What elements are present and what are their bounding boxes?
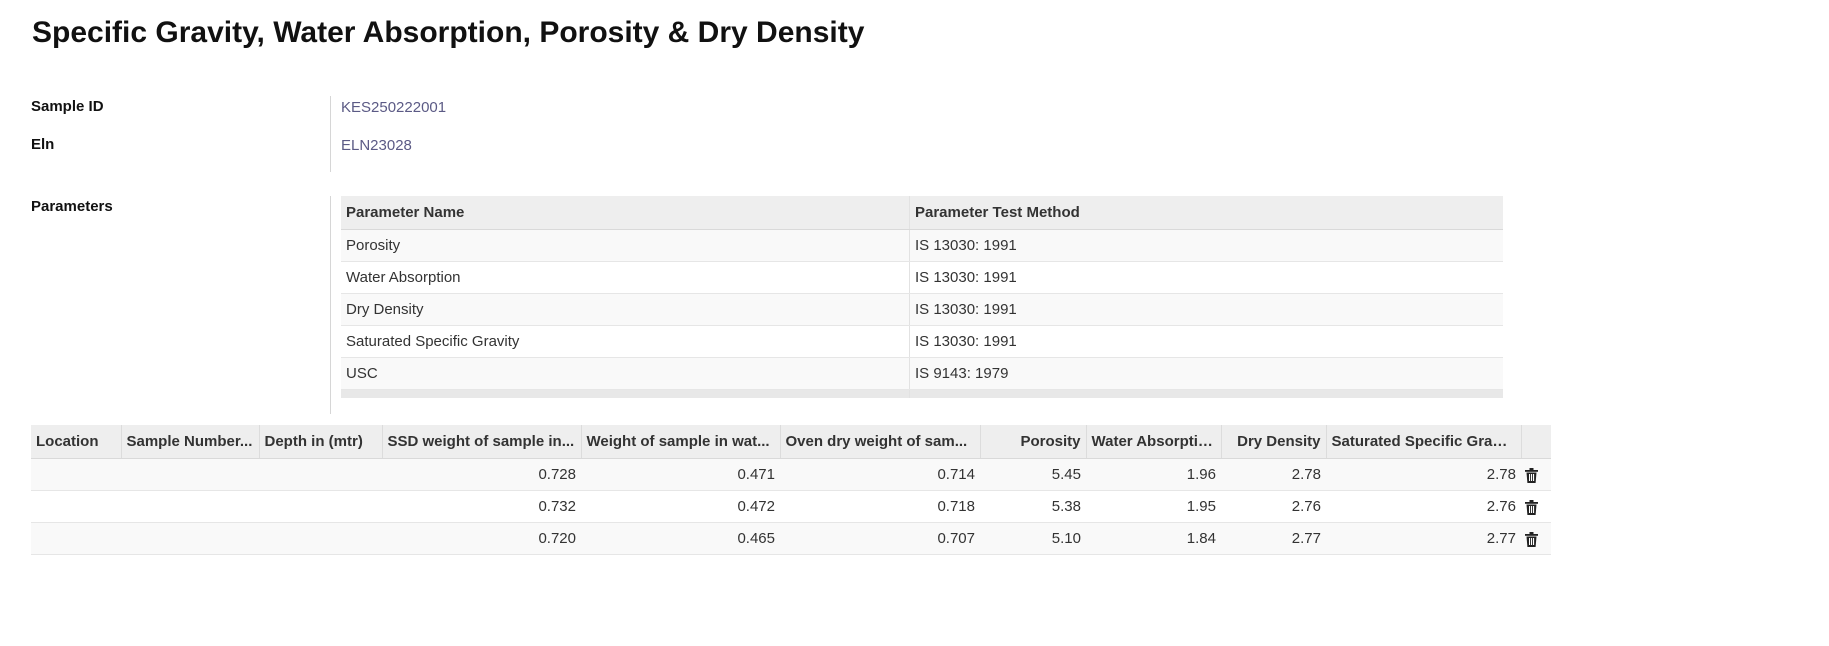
eln-value[interactable]: ELN23028 [341, 137, 412, 154]
depth-cell[interactable] [259, 490, 382, 523]
column-header-weight-in-water[interactable]: Weight of sample in wat... [581, 425, 781, 459]
trash-icon [1525, 499, 1538, 515]
column-header-actions [1521, 425, 1551, 459]
delete-row-button[interactable] [1521, 522, 1551, 555]
results-table: Location Sample Number... Depth in (mtr)… [31, 425, 1551, 555]
oven-dry-weight-cell[interactable]: 0.718 [780, 490, 980, 523]
form-divider-params [330, 196, 331, 414]
page-title: Specific Gravity, Water Absorption, Poro… [32, 16, 865, 49]
water-absorption-cell: 1.84 [1086, 522, 1221, 555]
delete-row-button[interactable] [1521, 458, 1551, 491]
form-divider-top [330, 96, 331, 172]
depth-cell[interactable] [259, 522, 382, 555]
table-row[interactable]: USC IS 9143: 1979 [341, 357, 1503, 390]
sample-number-cell[interactable] [121, 522, 259, 555]
column-header-sample-number[interactable]: Sample Number... [121, 425, 260, 459]
trash-icon [1525, 531, 1538, 547]
column-header-water-absorption[interactable]: Water Absorption [1086, 425, 1222, 459]
column-header-location[interactable]: Location [31, 425, 122, 459]
saturated-specific-gravity-cell: 2.76 [1326, 490, 1521, 523]
eln-label: Eln [31, 136, 55, 153]
table-footer-cell [341, 389, 910, 398]
table-row[interactable]: 0.728 0.471 0.714 5.45 1.96 2.78 2.78 [31, 458, 1551, 491]
column-header-parameter-test-method[interactable]: Parameter Test Method [909, 196, 1503, 230]
ssd-weight-cell[interactable]: 0.720 [382, 522, 581, 555]
parameters-label: Parameters [31, 198, 113, 215]
table-row[interactable]: Porosity IS 13030: 1991 [341, 229, 1503, 262]
table-row[interactable]: Water Absorption IS 13030: 1991 [341, 261, 1503, 294]
table-footer [341, 389, 1503, 398]
table-footer-cell [909, 389, 1503, 398]
dry-density-cell: 2.78 [1221, 458, 1326, 491]
parameter-name-cell: Dry Density [341, 293, 910, 326]
parameters-header-row: Parameter Name Parameter Test Method [341, 196, 1503, 230]
table-row[interactable]: Dry Density IS 13030: 1991 [341, 293, 1503, 326]
parameter-name-cell: Porosity [341, 229, 910, 262]
ssd-weight-cell[interactable]: 0.732 [382, 490, 581, 523]
saturated-specific-gravity-cell: 2.78 [1326, 458, 1521, 491]
ssd-weight-cell[interactable]: 0.728 [382, 458, 581, 491]
weight-in-water-cell[interactable]: 0.465 [581, 522, 780, 555]
column-header-porosity[interactable]: Porosity [980, 425, 1087, 459]
oven-dry-weight-cell[interactable]: 0.714 [780, 458, 980, 491]
weight-in-water-cell[interactable]: 0.471 [581, 458, 780, 491]
saturated-specific-gravity-cell: 2.77 [1326, 522, 1521, 555]
parameter-method-cell: IS 13030: 1991 [909, 293, 1503, 326]
parameter-method-cell: IS 13030: 1991 [909, 261, 1503, 294]
results-header-row: Location Sample Number... Depth in (mtr)… [31, 425, 1551, 459]
sample-id-label: Sample ID [31, 98, 104, 115]
porosity-cell: 5.45 [980, 458, 1086, 491]
parameter-method-cell: IS 13030: 1991 [909, 325, 1503, 358]
depth-cell[interactable] [259, 458, 382, 491]
column-header-saturated-specific-gravity[interactable]: Saturated Specific Gravity [1326, 425, 1522, 459]
parameter-method-cell: IS 13030: 1991 [909, 229, 1503, 262]
table-row[interactable]: 0.720 0.465 0.707 5.10 1.84 2.77 2.77 [31, 522, 1551, 555]
parameter-method-cell: IS 9143: 1979 [909, 357, 1503, 390]
porosity-cell: 5.10 [980, 522, 1086, 555]
location-cell[interactable] [31, 490, 121, 523]
water-absorption-cell: 1.96 [1086, 458, 1221, 491]
column-header-parameter-name[interactable]: Parameter Name [341, 196, 910, 230]
dry-density-cell: 2.76 [1221, 490, 1326, 523]
parameter-name-cell: USC [341, 357, 910, 390]
column-header-oven-dry-weight[interactable]: Oven dry weight of sam... [780, 425, 981, 459]
table-row[interactable]: Saturated Specific Gravity IS 13030: 199… [341, 325, 1503, 358]
column-header-depth[interactable]: Depth in (mtr) [259, 425, 383, 459]
dry-density-cell: 2.77 [1221, 522, 1326, 555]
column-header-ssd-weight[interactable]: SSD weight of sample in... [382, 425, 582, 459]
trash-icon [1525, 467, 1538, 483]
delete-row-button[interactable] [1521, 490, 1551, 523]
column-header-dry-density[interactable]: Dry Density [1221, 425, 1327, 459]
oven-dry-weight-cell[interactable]: 0.707 [780, 522, 980, 555]
sample-number-cell[interactable] [121, 490, 259, 523]
water-absorption-cell: 1.95 [1086, 490, 1221, 523]
location-cell[interactable] [31, 458, 121, 491]
parameter-name-cell: Saturated Specific Gravity [341, 325, 910, 358]
parameter-name-cell: Water Absorption [341, 261, 910, 294]
sample-number-cell[interactable] [121, 458, 259, 491]
table-row[interactable]: 0.732 0.472 0.718 5.38 1.95 2.76 2.76 [31, 490, 1551, 523]
porosity-cell: 5.38 [980, 490, 1086, 523]
parameters-table: Parameter Name Parameter Test Method Por… [341, 196, 1503, 398]
weight-in-water-cell[interactable]: 0.472 [581, 490, 780, 523]
location-cell[interactable] [31, 522, 121, 555]
sample-id-value[interactable]: KES250222001 [341, 99, 447, 116]
